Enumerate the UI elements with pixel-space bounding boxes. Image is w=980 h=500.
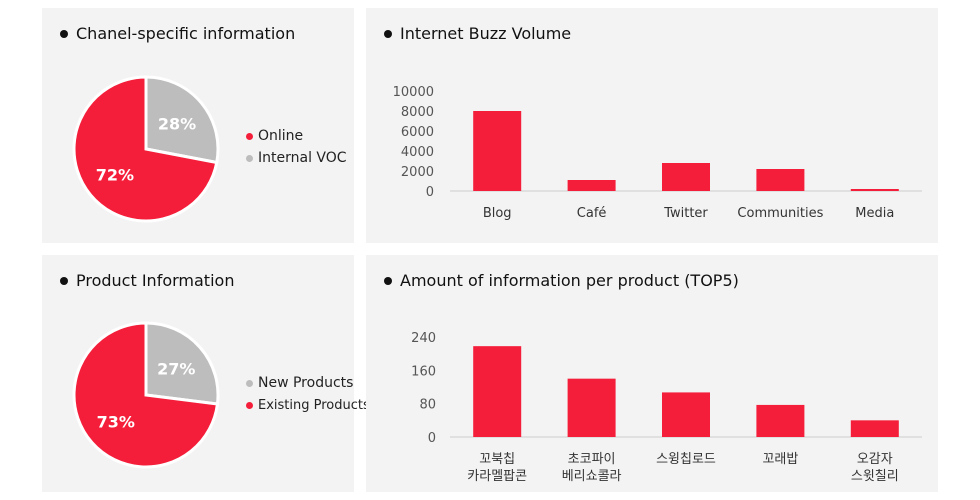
bar-2 (567, 378, 616, 437)
legend-swatch-online (246, 132, 253, 140)
pie-label-existing-products: 73% (97, 413, 135, 432)
x-tick-label: 스윙칩로드 (656, 451, 716, 467)
product-amount-title: Amount of information per product (TOP5) (384, 271, 739, 290)
x-tick-label: Blog (483, 206, 512, 221)
pie-slice-internal-voc (144, 75, 220, 165)
x-tick-label: Media (855, 206, 894, 221)
channel-info-panel: Chanel-specific information 28% 72% Onlin… (42, 8, 354, 243)
bar-5 (850, 420, 899, 437)
channel-info-title-text: Chanel-specific information (76, 24, 296, 43)
product-amount-title-text: Amount of information per product (TOP5) (400, 271, 739, 290)
legend-swatch-existing-products (246, 401, 253, 409)
legend-label-internal-voc: Internal VOC (258, 150, 347, 166)
x-tick-label: 오감자 스윗칠리 (851, 452, 899, 484)
legend-swatch-internal-voc (246, 154, 253, 162)
product-amount-panel: Amount of information per product (TOP5)… (366, 255, 938, 492)
x-tick-label: Twitter (663, 206, 708, 221)
y-tick-label: 160 (411, 364, 436, 379)
legend-label-online: Online (258, 128, 304, 144)
buzz-volume-bar-chart: 0 2000 4000 6000 8000 10000 Blog Café Twitter Com… (393, 85, 922, 221)
pie-slice-new-products (144, 321, 220, 406)
product-info-title-text: Product Information (76, 271, 235, 290)
product-pie-chart: 27% 73% (72, 321, 220, 469)
bullet-icon (60, 276, 68, 285)
pie-label-internal-voc: 28% (158, 114, 196, 133)
legend-item-online: Online (246, 125, 347, 147)
y-tick-label: 240 (411, 331, 436, 346)
bar-3 (662, 163, 710, 191)
legend-item-internal-voc: Internal VOC (246, 147, 347, 169)
y-tick-label: 6000 (401, 125, 434, 140)
product-amount-bar-chart: 0 80 160 240 꼬북칩 카라멜팝콘 초코파이 베리쇼콜라 스윙칩로드 꼬래밥 오감자 스윗칠… (411, 331, 922, 484)
pie-label-online: 72% (96, 166, 134, 185)
buzz-volume-title: Internet Buzz Volume (384, 24, 571, 43)
product-info-panel: Product Information 27% 73% New Products … (42, 255, 370, 492)
legend-label-existing-products: Existing Products (258, 397, 370, 413)
legend-swatch-new-products (246, 379, 253, 387)
pie-slice-online (72, 75, 219, 223)
channel-legend: Online Internal VOC (246, 125, 347, 169)
bar-1 (473, 346, 522, 437)
bullet-icon (60, 29, 68, 38)
bar-5 (850, 189, 899, 191)
x-tick-label: 꼬북칩 카라멜팝콘 (467, 452, 527, 484)
bar-1 (473, 111, 522, 191)
bar-2 (567, 180, 616, 191)
bar-4 (756, 169, 805, 191)
x-tick-label: 초코파이 베리쇼콜라 (562, 452, 622, 484)
bullet-icon (384, 29, 392, 38)
product-legend: New Products Existing Products (246, 372, 370, 416)
bar-4 (756, 404, 805, 437)
y-tick-label: 8000 (401, 105, 434, 120)
x-tick-label: 꼬래밥 (762, 452, 798, 467)
product-info-title: Product Information (60, 271, 234, 290)
channel-pie-chart: 28% 72% (72, 75, 220, 223)
y-tick-label: 4000 (401, 145, 434, 160)
y-tick-label: 80 (419, 398, 436, 413)
buzz-volume-panel: Internet Buzz Volume 0 2000 4000 6000 8000 10… (366, 8, 938, 243)
bullet-icon (384, 276, 392, 285)
y-tick-label: 10000 (393, 85, 434, 100)
pie-slice-existing-products (72, 321, 220, 469)
legend-label-new-products: New Products (258, 375, 354, 391)
x-tick-label: Café (577, 206, 607, 221)
legend-item-new-products: New Products (246, 372, 370, 394)
legend-item-existing-products: Existing Products (246, 394, 370, 416)
buzz-volume-title-text: Internet Buzz Volume (400, 24, 572, 43)
y-tick-label: 0 (428, 431, 436, 446)
y-tick-label: 2000 (401, 165, 434, 180)
pie-label-new-products: 27% (157, 359, 195, 378)
y-tick-label: 0 (426, 185, 434, 200)
channel-info-title: Chanel-specific information (60, 24, 295, 43)
x-tick-label: Communities (737, 206, 823, 221)
bar-3 (662, 392, 710, 437)
